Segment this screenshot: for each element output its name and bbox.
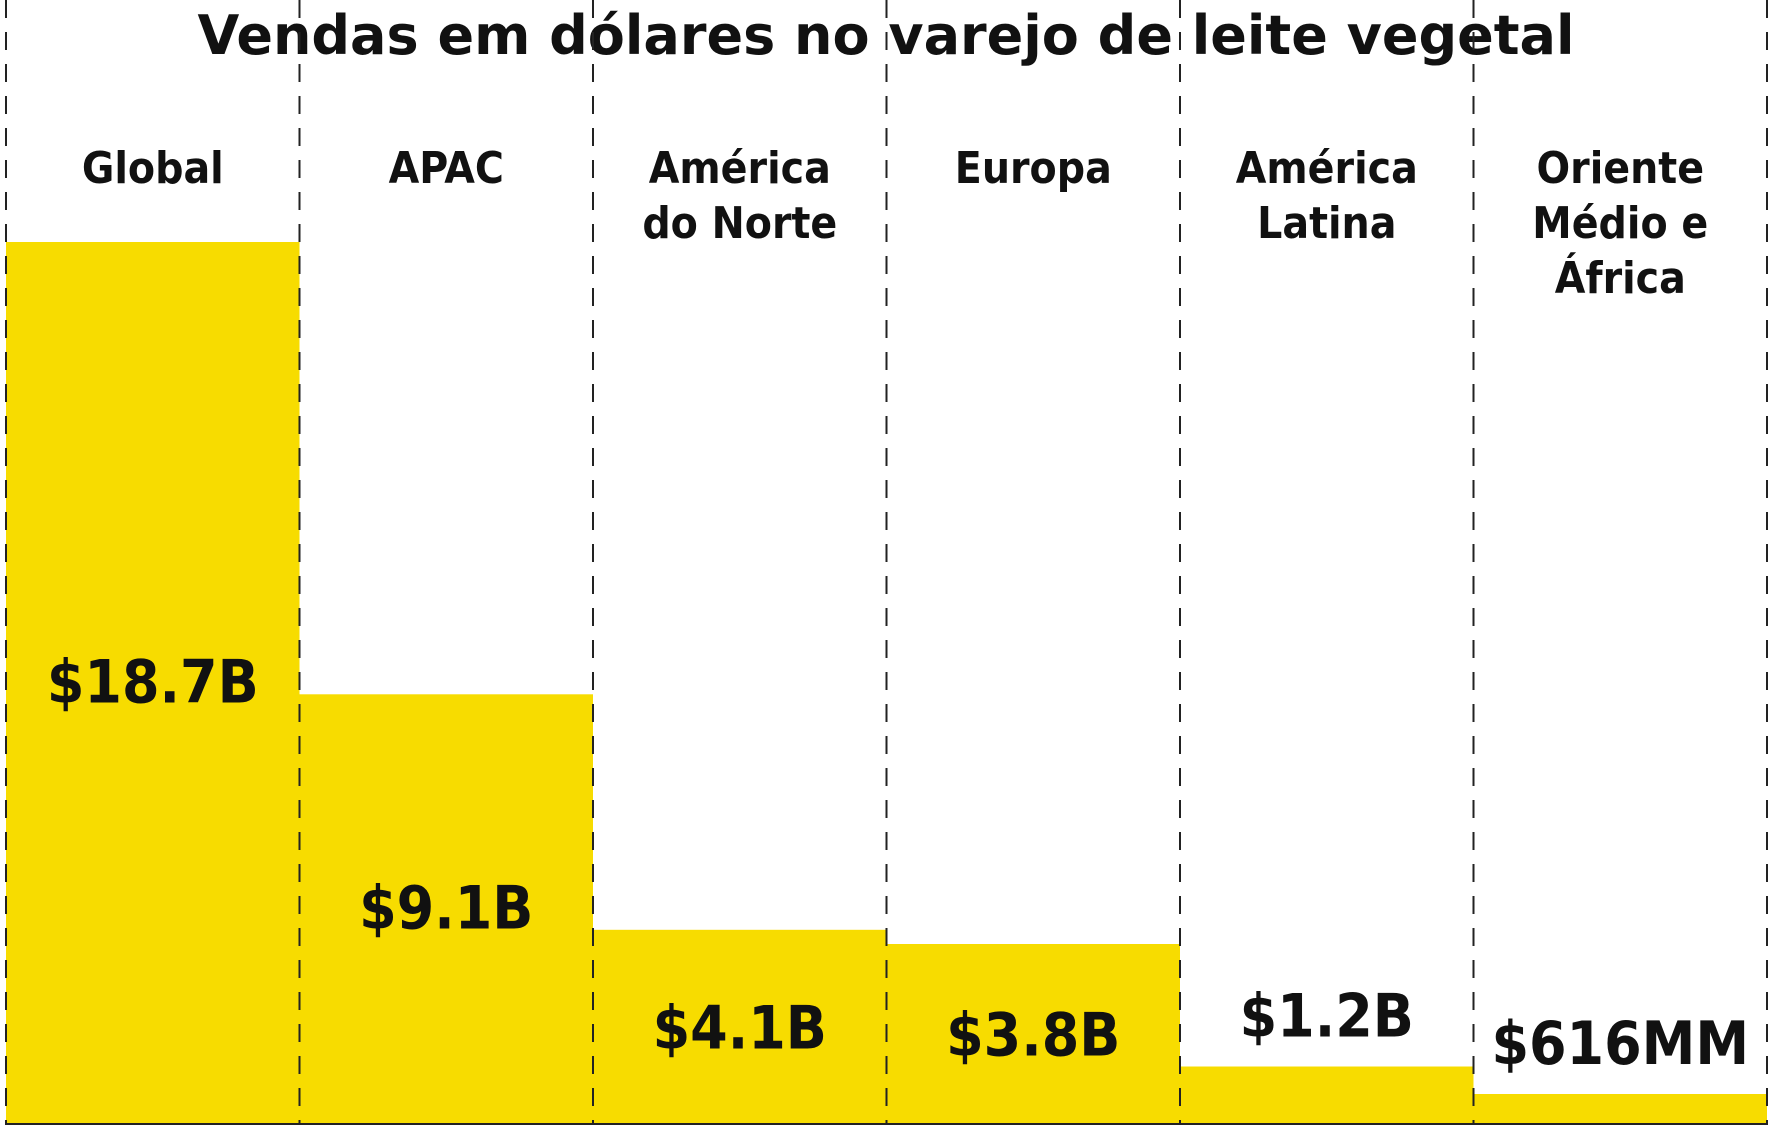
category-label-line: do Norte xyxy=(642,198,837,249)
value-label-1: $9.1B xyxy=(359,874,533,944)
category-label-1: APAC xyxy=(389,143,504,194)
bar-0 xyxy=(6,242,300,1123)
bars-group xyxy=(6,242,1767,1123)
bar-3 xyxy=(886,944,1180,1123)
category-label-line: Europa xyxy=(955,143,1112,194)
value-labels-group: $18.7B $9.1B $4.1B $3.8B $1.2B $616MM xyxy=(47,648,1749,1080)
bar-5 xyxy=(1473,1094,1767,1123)
category-label-line: Oriente xyxy=(1537,143,1705,194)
value-label-3: $3.8B xyxy=(946,1001,1120,1071)
value-label-4: $1.2B xyxy=(1240,982,1414,1052)
category-label-line: Médio e xyxy=(1532,198,1708,249)
bar-1 xyxy=(299,694,593,1123)
category-label-5: Oriente Médio e África xyxy=(1532,143,1708,304)
category-label-line: América xyxy=(649,143,831,194)
value-label-0: $18.7B xyxy=(47,648,259,718)
category-label-line: América xyxy=(1236,143,1418,194)
category-label-line: Global xyxy=(82,143,224,194)
category-label-2: América do Norte xyxy=(642,143,837,249)
value-label-5: $616MM xyxy=(1491,1009,1749,1079)
category-label-0: Global xyxy=(82,143,224,194)
category-label-line: APAC xyxy=(389,143,504,194)
value-label-2: $4.1B xyxy=(653,993,827,1063)
bar-2 xyxy=(593,929,887,1123)
bar-4 xyxy=(1180,1066,1474,1123)
dividers-group xyxy=(5,0,1768,1124)
category-label-line: África xyxy=(1555,251,1686,304)
category-label-line: Latina xyxy=(1257,198,1396,249)
category-label-4: América Latina xyxy=(1236,143,1418,249)
category-label-3: Europa xyxy=(955,143,1112,194)
